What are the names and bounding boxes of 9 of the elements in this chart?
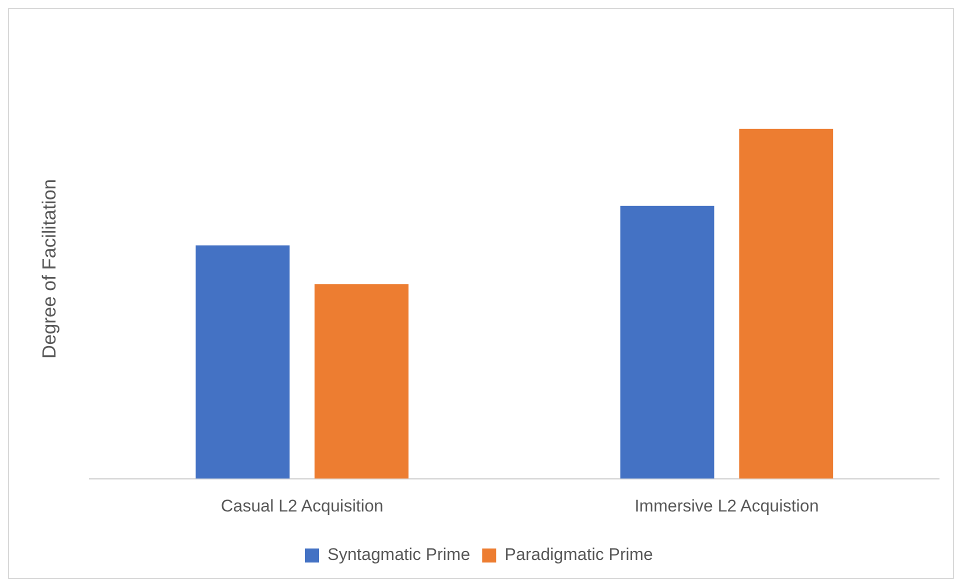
x-tick-label: Casual L2 Acquisition — [220, 496, 384, 516]
legend-label: Syntagmatic Prime — [328, 545, 470, 564]
bar — [314, 284, 409, 479]
legend-label: Paradigmatic Prime — [504, 545, 653, 564]
bar — [739, 128, 834, 479]
y-axis-title: Degree of Facilitation — [40, 179, 61, 359]
bar — [620, 206, 714, 479]
bar — [196, 245, 290, 479]
x-tick-label: Immersive L2 Acquistion — [634, 496, 819, 516]
